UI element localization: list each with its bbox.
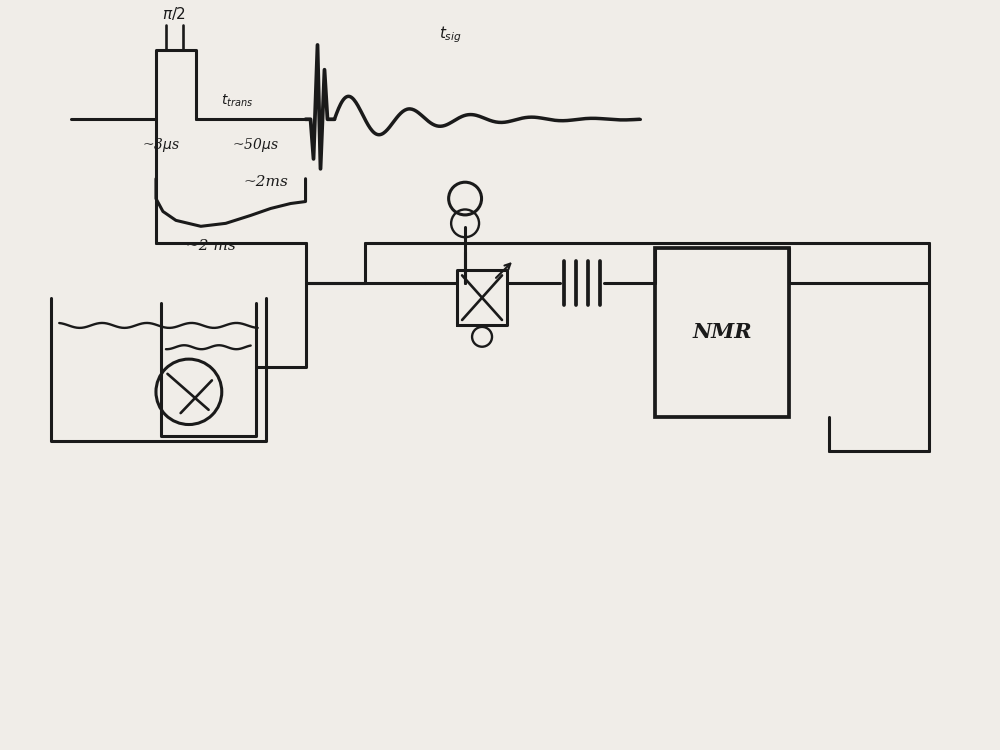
Text: NMR: NMR [692,322,752,342]
Text: ~2ms: ~2ms [243,175,288,189]
Text: ~50$\mu$s: ~50$\mu$s [232,136,279,154]
Text: ~3$\mu$s: ~3$\mu$s [142,136,180,154]
Text: $t_{trans}$: $t_{trans}$ [221,93,253,110]
Text: $\pi /2$: $\pi /2$ [162,5,186,22]
Bar [655,248,789,416]
Text: ~2 ms: ~2 ms [186,239,236,253]
Text: $t_{sig}$: $t_{sig}$ [439,24,462,45]
